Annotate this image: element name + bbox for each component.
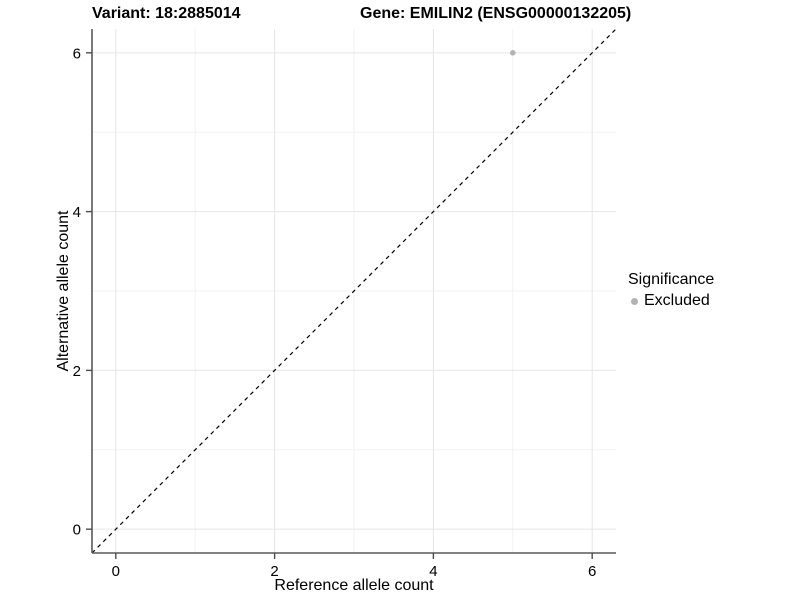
y-tick-label: 0	[73, 522, 81, 539]
identity-dashed-line	[91, 28, 617, 554]
y-tick-label: 4	[73, 204, 81, 221]
legend-item-label: Excluded	[644, 292, 710, 309]
legend-point-icon	[631, 297, 638, 305]
y-tick-label: 6	[73, 45, 81, 62]
x-tick-label: 4	[429, 563, 437, 580]
legend-title: Significance	[628, 271, 715, 288]
y-tick-label: 2	[73, 363, 81, 380]
legend-item-excluded: Excluded	[628, 292, 714, 310]
x-tick-label: 6	[588, 563, 596, 580]
legend: Significance Excluded	[628, 271, 714, 310]
plot-title-variant: Variant: 18:2885014	[92, 5, 241, 22]
data-point	[509, 50, 516, 56]
plot-title-gene: Gene: EMILIN2 (ENSG00000132205)	[360, 5, 632, 22]
x-tick-label: 0	[112, 563, 120, 580]
x-axis-title: Reference allele count	[274, 577, 434, 594]
y-axis-title: Alternative allele count	[55, 210, 72, 372]
x-tick-label: 2	[270, 563, 278, 580]
